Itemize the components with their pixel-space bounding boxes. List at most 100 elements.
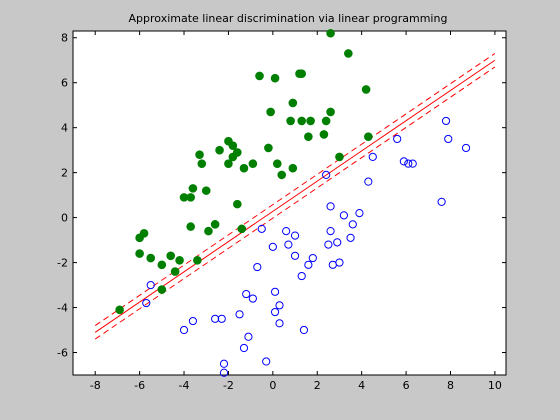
plot-area	[72, 30, 507, 376]
data-point-filled	[361, 85, 371, 94]
data-point-filled	[335, 152, 344, 162]
data-point-filled	[264, 143, 273, 153]
data-point-open	[242, 289, 251, 299]
data-point-open	[441, 116, 451, 126]
x-tick-label: 10	[488, 379, 502, 392]
data-point-open	[364, 177, 373, 186]
data-point-open	[268, 242, 277, 251]
data-point-open	[217, 314, 226, 323]
data-point-open	[335, 258, 344, 267]
data-point-open	[348, 220, 357, 229]
data-point-filled	[286, 116, 295, 126]
data-point-open	[282, 227, 291, 236]
data-point-filled	[277, 170, 287, 180]
data-point-filled	[201, 186, 211, 195]
data-point-filled	[326, 28, 335, 38]
x-tick-label: 6	[403, 379, 410, 392]
data-point-open	[355, 209, 364, 218]
data-point-open	[444, 134, 453, 144]
data-point-open	[235, 310, 244, 319]
data-point-filled	[193, 256, 202, 265]
data-point-open	[304, 260, 313, 269]
data-point-filled	[210, 220, 220, 229]
data-point-filled	[186, 222, 195, 231]
data-point-open	[324, 240, 333, 249]
data-point-filled	[115, 305, 124, 315]
data-point-open	[326, 227, 335, 236]
data-point-filled	[233, 148, 242, 157]
data-point-open	[253, 262, 262, 272]
data-point-filled	[297, 116, 307, 126]
y-tick-label: 4	[61, 122, 68, 135]
data-point-filled	[270, 73, 280, 83]
data-point-open	[146, 280, 155, 290]
y-tick-label: -6	[57, 347, 68, 360]
data-point-filled	[186, 193, 195, 202]
data-point-open	[270, 307, 280, 317]
data-point-open	[368, 152, 377, 162]
data-point-open	[262, 357, 271, 366]
x-tick-label: 8	[447, 379, 454, 392]
x-tick-label: -2	[223, 379, 234, 392]
data-point-filled	[195, 150, 204, 159]
data-point-filled	[188, 184, 198, 193]
data-point-filled	[344, 49, 353, 58]
data-point-open	[393, 134, 402, 144]
data-point-open	[219, 359, 229, 368]
data-point-filled	[326, 107, 335, 117]
data-point-open	[299, 325, 309, 335]
y-tick-label: 0	[61, 212, 68, 225]
data-point-open	[275, 301, 284, 310]
data-point-filled	[319, 130, 329, 139]
data-point-open	[437, 197, 446, 206]
x-tick-label: -8	[90, 379, 101, 392]
data-point-filled	[288, 98, 298, 108]
data-point-open	[399, 157, 408, 166]
data-point-filled	[255, 71, 264, 81]
data-point-open	[188, 316, 198, 326]
data-point-open	[142, 298, 151, 308]
margin-line	[94, 53, 496, 326]
axis-ticks: -8 -6 -4 -2 0 2 4 6 8 10 -6 -4 -2 0 2 4 6 8	[57, 31, 506, 392]
data-point-open	[297, 271, 306, 281]
data-point-filled	[157, 260, 167, 270]
data-point-open	[461, 143, 471, 153]
x-tick-label: -6	[134, 379, 145, 392]
data-point-open	[408, 159, 417, 168]
data-point-filled	[297, 69, 307, 79]
y-tick-label: 8	[61, 32, 68, 45]
x-tick-label: 4	[358, 379, 365, 392]
data-point-filled	[306, 116, 315, 126]
data-point-open	[284, 240, 293, 249]
data-point-open	[339, 211, 349, 220]
data-point-open	[219, 368, 229, 377]
x-tick-label: 2	[314, 379, 321, 392]
data-point-open	[244, 332, 253, 341]
data-point-filled	[215, 145, 224, 155]
data-point-open	[211, 314, 220, 323]
y-tick-label: -2	[57, 257, 68, 270]
data-point-open	[333, 238, 342, 247]
data-point-filled	[135, 249, 144, 258]
data-point-filled	[197, 159, 207, 168]
data-point-filled	[248, 159, 258, 168]
data-point-open	[270, 287, 280, 296]
x-tick-label: 0	[269, 379, 276, 392]
y-tick-label: -4	[57, 302, 68, 315]
data-point-open	[322, 170, 331, 179]
data-point-open	[308, 253, 317, 263]
data-point-filled	[321, 116, 331, 126]
data-point-filled	[157, 285, 167, 294]
chart-title: Approximate linear discrimination via li…	[129, 12, 448, 25]
data-point-open	[275, 319, 284, 328]
data-point-open	[257, 224, 266, 233]
data-point-open	[346, 233, 355, 242]
data-point-filled	[204, 226, 213, 236]
data-point-open	[290, 251, 300, 260]
data-point-filled	[139, 229, 149, 238]
data-point-open	[290, 231, 300, 240]
data-point-filled	[146, 253, 156, 263]
data-point-filled	[233, 199, 242, 209]
data-points	[115, 28, 471, 377]
data-point-open	[179, 325, 189, 335]
